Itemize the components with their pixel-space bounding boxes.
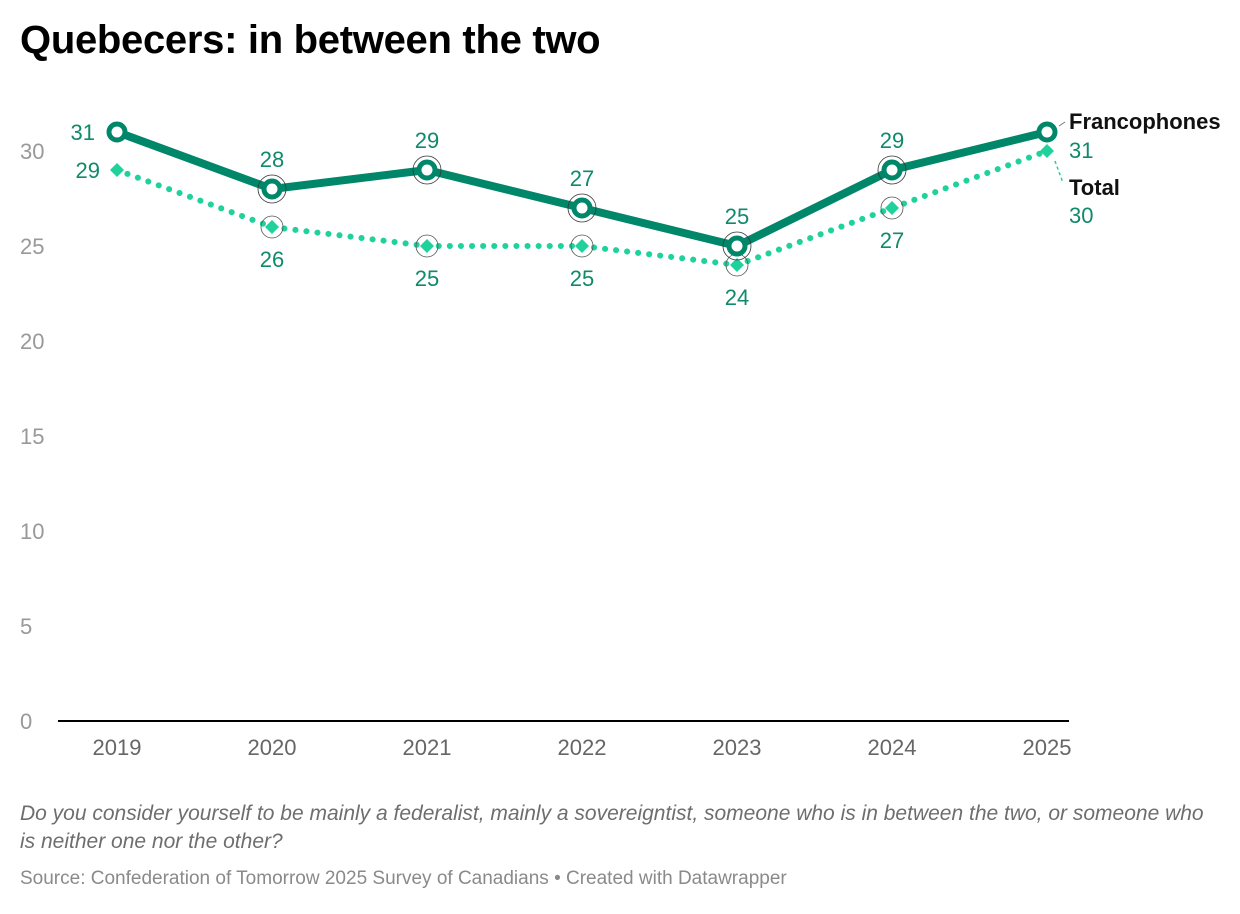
- y-tick-label: 15: [20, 424, 44, 449]
- francophones-data-label: 27: [570, 166, 594, 191]
- francophones-marker-ring: [877, 155, 907, 185]
- series-labels: Francophones Total: [1054, 109, 1221, 200]
- series-markers: [106, 121, 1058, 277]
- y-tick-label: 20: [20, 329, 44, 354]
- total-data-label: 25: [415, 266, 439, 291]
- total-marker-ring: [415, 234, 439, 258]
- total-marker: [575, 239, 589, 253]
- total-marker-ring: [880, 196, 904, 220]
- francophones-marker: [726, 235, 748, 257]
- francophones-marker-ring: [722, 231, 752, 261]
- data-labels: 31 28 29 27 25 29 31 29 26 25 25 24 27 30: [71, 120, 1094, 310]
- total-data-label: 24: [725, 285, 749, 310]
- total-data-label: 29: [76, 158, 100, 183]
- total-data-label: 26: [260, 247, 284, 272]
- francophones-series-label: Francophones: [1069, 109, 1221, 134]
- francophones-data-label: 31: [71, 120, 95, 145]
- y-tick-label: 0: [20, 709, 32, 734]
- x-tick-label: 2024: [868, 735, 917, 760]
- total-data-label: 27: [880, 228, 904, 253]
- total-data-label: 25: [570, 266, 594, 291]
- francophones-data-label: 29: [415, 128, 439, 153]
- total-marker: [1040, 144, 1054, 158]
- total-series-label: Total: [1069, 175, 1120, 200]
- francophones-marker-ring: [257, 174, 287, 204]
- y-tick-label: 5: [20, 614, 32, 639]
- x-tick-label: 2020: [248, 735, 297, 760]
- francophones-marker-ring: [412, 155, 442, 185]
- total-marker: [420, 239, 434, 253]
- total-marker-ring: [570, 234, 594, 258]
- x-tick-label: 2025: [1023, 735, 1072, 760]
- total-marker: [265, 220, 279, 234]
- y-tick-label: 30: [20, 139, 44, 164]
- y-tick-label: 10: [20, 519, 44, 544]
- francophones-data-label: 28: [260, 147, 284, 172]
- chart-title: Quebecers: in between the two: [20, 18, 601, 62]
- chart-notes: Do you consider yourself to be mainly a …: [20, 802, 1204, 853]
- francophones-marker: [1036, 121, 1058, 143]
- total-marker: [730, 258, 744, 272]
- total-marker-ring: [260, 215, 284, 239]
- francophones-data-label: 29: [880, 128, 904, 153]
- francophones-data-label: 31: [1069, 138, 1093, 163]
- francophones-marker: [416, 159, 438, 181]
- x-tick-label: 2021: [403, 735, 452, 760]
- x-axis: 2019 2020 2021 2022 2023 2024 2025: [93, 735, 1072, 760]
- y-axis: 0 5 10 15 20 25 30: [20, 139, 44, 734]
- francophones-marker: [106, 121, 128, 143]
- francophones-marker: [571, 197, 593, 219]
- chart-source: Source: Confederation of Tomorrow 2025 S…: [20, 868, 787, 889]
- y-tick-label: 25: [20, 234, 44, 259]
- francophones-data-label: 25: [725, 204, 749, 229]
- francophones-marker: [261, 178, 283, 200]
- x-tick-label: 2019: [93, 735, 142, 760]
- francophones-label-leader: [1058, 121, 1066, 127]
- total-data-label: 30: [1069, 203, 1093, 228]
- francophones-marker-ring: [567, 193, 597, 223]
- francophones-marker: [881, 159, 903, 181]
- total-label-leader: [1054, 160, 1064, 184]
- total-marker: [110, 163, 124, 177]
- total-marker: [885, 201, 899, 215]
- x-tick-label: 2023: [713, 735, 762, 760]
- x-tick-label: 2022: [558, 735, 607, 760]
